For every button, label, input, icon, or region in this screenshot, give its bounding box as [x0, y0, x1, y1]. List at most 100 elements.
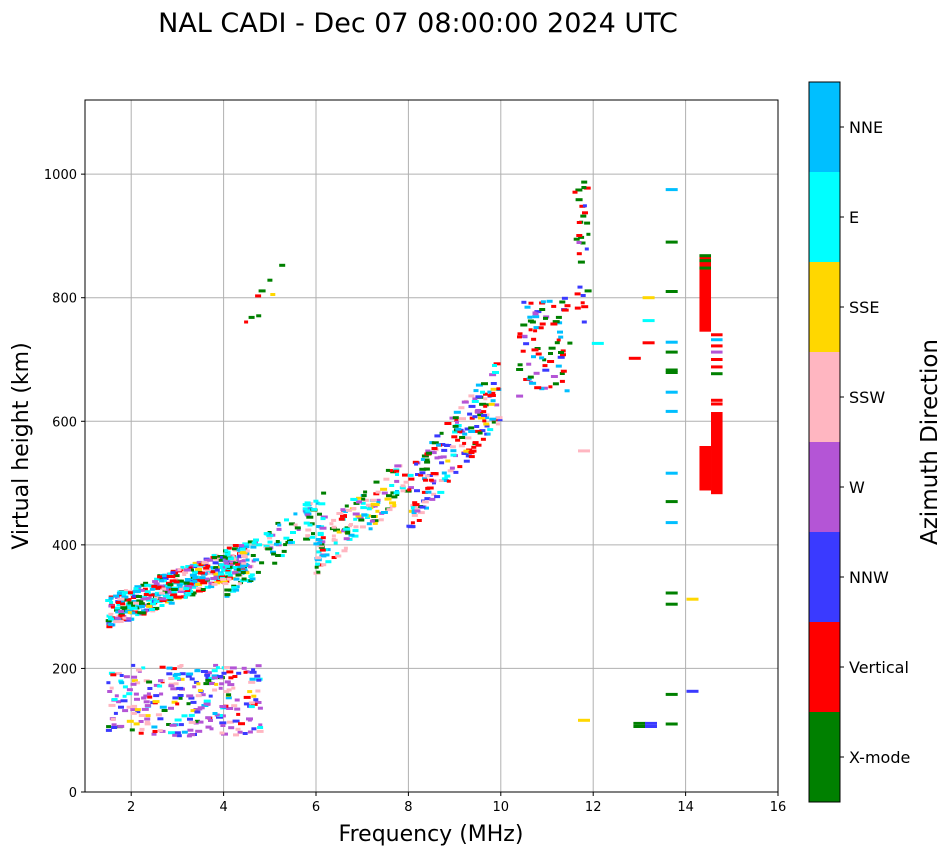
colorbar-swatch [809, 352, 840, 442]
echo-mark [273, 542, 279, 546]
echo-mark [241, 666, 247, 670]
echo-mark [567, 341, 573, 345]
echo-mark [490, 382, 497, 385]
echo-mark [159, 604, 165, 607]
echo-mark [129, 728, 135, 732]
echo-mark [296, 528, 301, 531]
echo-mark [237, 730, 243, 734]
echo-mark [452, 424, 459, 428]
echo-mark [204, 568, 211, 572]
echo-mark [234, 567, 239, 571]
echo-mark [267, 278, 273, 282]
echo-mark [197, 571, 205, 575]
grid-lines [85, 100, 778, 792]
echo-mark [272, 561, 278, 565]
echo-mark [542, 364, 548, 368]
echo-mark [577, 260, 585, 264]
echo-mark [176, 595, 183, 599]
x-tick-label: 6 [312, 800, 320, 815]
echo-mark [153, 600, 158, 604]
echo-mark [226, 670, 234, 674]
echo-mark [336, 512, 344, 515]
echo-mark [188, 566, 193, 570]
echo-mark [533, 371, 540, 375]
echo-mark [352, 529, 359, 533]
echo-mark [176, 583, 183, 587]
echo-mark [189, 564, 194, 568]
echo-mark [233, 577, 240, 581]
echo-mark [520, 349, 526, 353]
echo-mark [424, 474, 430, 478]
echo-mark [201, 704, 209, 707]
echo-mark [226, 571, 231, 575]
echo-mark [306, 515, 314, 519]
echo-mark [200, 588, 206, 591]
echo-mark [170, 571, 176, 575]
echo-mark [218, 686, 223, 690]
x-axis-label: Frequency (MHz) [339, 822, 524, 847]
echo-mark [416, 519, 422, 522]
echo-mark [188, 720, 196, 724]
echo-mark [288, 522, 295, 526]
echo-mark [177, 568, 182, 571]
echo-mark [665, 722, 678, 726]
echo-mark [205, 676, 210, 680]
echo-mark [425, 490, 432, 494]
echo-mark [211, 582, 218, 586]
echo-mark [232, 675, 238, 678]
echo-mark [123, 675, 130, 679]
echo-mark [224, 553, 231, 557]
echo-mark [166, 596, 174, 600]
echo-mark [111, 698, 118, 701]
echo-mark [580, 214, 587, 218]
echo-mark [183, 581, 190, 585]
echo-mark [441, 471, 447, 475]
colorbar-swatch [809, 82, 840, 172]
echo-mark [239, 566, 245, 570]
echo-mark [105, 728, 112, 732]
echo-mark [534, 386, 542, 390]
echo-mark [255, 689, 261, 693]
echo-mark [127, 611, 132, 615]
echo-mark [151, 725, 158, 729]
echo-mark [233, 561, 239, 565]
echo-mark [472, 441, 479, 445]
echo-mark [302, 507, 308, 511]
echo-mark [205, 564, 211, 568]
echo-mark [356, 500, 363, 504]
echo-mark [521, 300, 527, 304]
echo-mark [489, 391, 496, 395]
echo-mark [459, 436, 466, 439]
echo-mark [418, 473, 424, 477]
echo-mark [133, 601, 139, 605]
echo-mark [384, 497, 392, 501]
echo-mark [248, 315, 255, 319]
echo-mark [118, 612, 125, 615]
echo-mark [457, 430, 463, 434]
echo-mark [517, 335, 522, 339]
echo-mark [222, 555, 227, 559]
echo-mark [139, 727, 145, 731]
plot-frame [84, 99, 779, 793]
echo-mark [231, 704, 238, 708]
echo-mark [174, 731, 181, 735]
echo-mark [361, 513, 368, 517]
echo-mark [546, 299, 553, 303]
echo-mark [158, 679, 163, 683]
echo-mark [108, 703, 116, 707]
echo-mark [159, 692, 164, 696]
echo-mark [227, 557, 234, 561]
echo-mark [275, 521, 281, 525]
echo-mark [188, 733, 196, 737]
echo-mark [147, 695, 153, 699]
echo-mark [157, 684, 163, 688]
echo-mark [385, 468, 390, 472]
echo-mark [133, 692, 139, 696]
echo-mark [479, 402, 487, 406]
echo-mark [176, 686, 184, 690]
echo-mark [177, 694, 184, 697]
echo-mark [564, 389, 570, 393]
echo-mark [196, 586, 202, 590]
echo-mark [190, 591, 197, 595]
echo-mark [580, 294, 586, 297]
